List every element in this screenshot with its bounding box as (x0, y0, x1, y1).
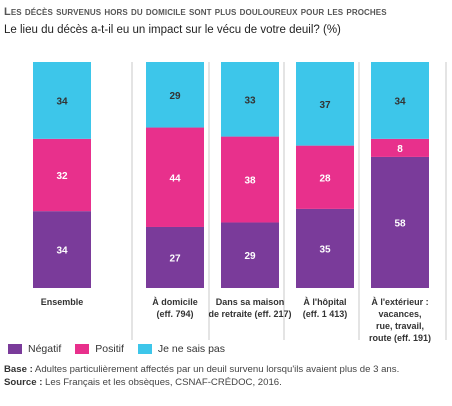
footer-source-text: Les Français et les obsèques, CSNAF-CRÉD… (42, 376, 282, 388)
category-label: Dans sa maison de retraite (eff. 217) (208, 296, 292, 320)
category-label-line: À l'hôpital (303, 297, 347, 307)
data-label: 27 (169, 253, 181, 264)
category-label: À domicile (eff. 794) (133, 296, 217, 320)
bar-segment-negatif (146, 226, 204, 288)
category-label: Ensemble (20, 296, 104, 308)
data-label: 29 (169, 91, 181, 102)
legend-item-nsp: Je ne sais pas (137, 343, 225, 355)
bar-segment-positif (296, 145, 354, 209)
footer-source: Source : Les Français et les obsèques, C… (4, 377, 450, 390)
category-label-line: Dans sa maison (215, 297, 285, 307)
bar-segment-nsp (296, 62, 354, 146)
category-label-line: route (eff. 191) (368, 333, 431, 343)
bar-segment-positif (33, 138, 91, 212)
data-label: 34 (394, 96, 406, 107)
legend-label-positif: Positif (95, 343, 124, 355)
legend-swatch-positif (75, 344, 90, 354)
legend-label-negatif: Négatif (28, 343, 62, 355)
category-label-line: À l'extérieur : (371, 297, 429, 307)
bar-segment-negatif (296, 208, 354, 288)
data-label: 35 (319, 244, 331, 255)
bar-segment-positif (146, 127, 204, 227)
footer-source-label: Source : (4, 376, 43, 388)
chart-subtitle: Le lieu du décès a-t-il eu un impact sur… (4, 24, 341, 36)
legend-swatch-negatif (8, 344, 22, 354)
legend-item-positif: Positif (75, 343, 124, 355)
legend-label-nsp: Je ne sais pas (157, 343, 225, 355)
data-label: 33 (244, 95, 256, 106)
bar-segment-nsp (221, 62, 279, 137)
category-label-line: rue, travail, (375, 321, 425, 331)
chart-title: Les décès survenus hors du domicile sont… (4, 6, 387, 18)
legend: Négatif Positif Je ne sais pas (8, 343, 225, 355)
data-label: 28 (319, 173, 331, 184)
bar-segment-nsp (33, 62, 91, 139)
data-label: 38 (244, 176, 256, 187)
data-label: 44 (169, 173, 181, 184)
bar-segment-negatif (221, 222, 279, 288)
data-label: 37 (319, 100, 331, 111)
category-label-line: Ensemble (40, 297, 84, 307)
data-label: 8 (397, 144, 403, 155)
category-label-line: À domicile (152, 297, 198, 307)
footer-base-text: Adultes particulièrement affectés par un… (32, 364, 400, 375)
footer-base: Base : Adultes particulièrement affectés… (4, 364, 450, 377)
data-label: 29 (244, 251, 256, 262)
bar-segment-negatif (33, 211, 91, 288)
bar-segment-negatif (371, 156, 429, 288)
category-label-line: (eff. 794) (156, 309, 194, 319)
bar-segment-positif (371, 138, 429, 157)
category-label: À l'extérieur : vacances, rue, travail, rou… (358, 296, 442, 344)
category-label-line: (eff. 1 413) (302, 309, 348, 319)
data-label: 34 (56, 96, 68, 107)
bar-segment-nsp (146, 62, 204, 128)
legend-item-negatif: Négatif (8, 343, 61, 355)
footer-notes: Base : Adultes particulièrement affectés… (4, 364, 450, 389)
data-label: 58 (394, 218, 406, 229)
category-label: À l'hôpital (eff. 1 413) (283, 296, 367, 320)
data-label: 32 (56, 171, 68, 182)
category-label-line: vacances, (378, 309, 422, 319)
data-label: 34 (56, 246, 68, 257)
legend-swatch-nsp (137, 344, 152, 354)
category-label-line: de retraite (eff. 217) (208, 309, 292, 319)
bar-segment-nsp (371, 62, 429, 139)
footer-base-label: Base : (4, 364, 33, 375)
bar-segment-positif (221, 136, 279, 223)
